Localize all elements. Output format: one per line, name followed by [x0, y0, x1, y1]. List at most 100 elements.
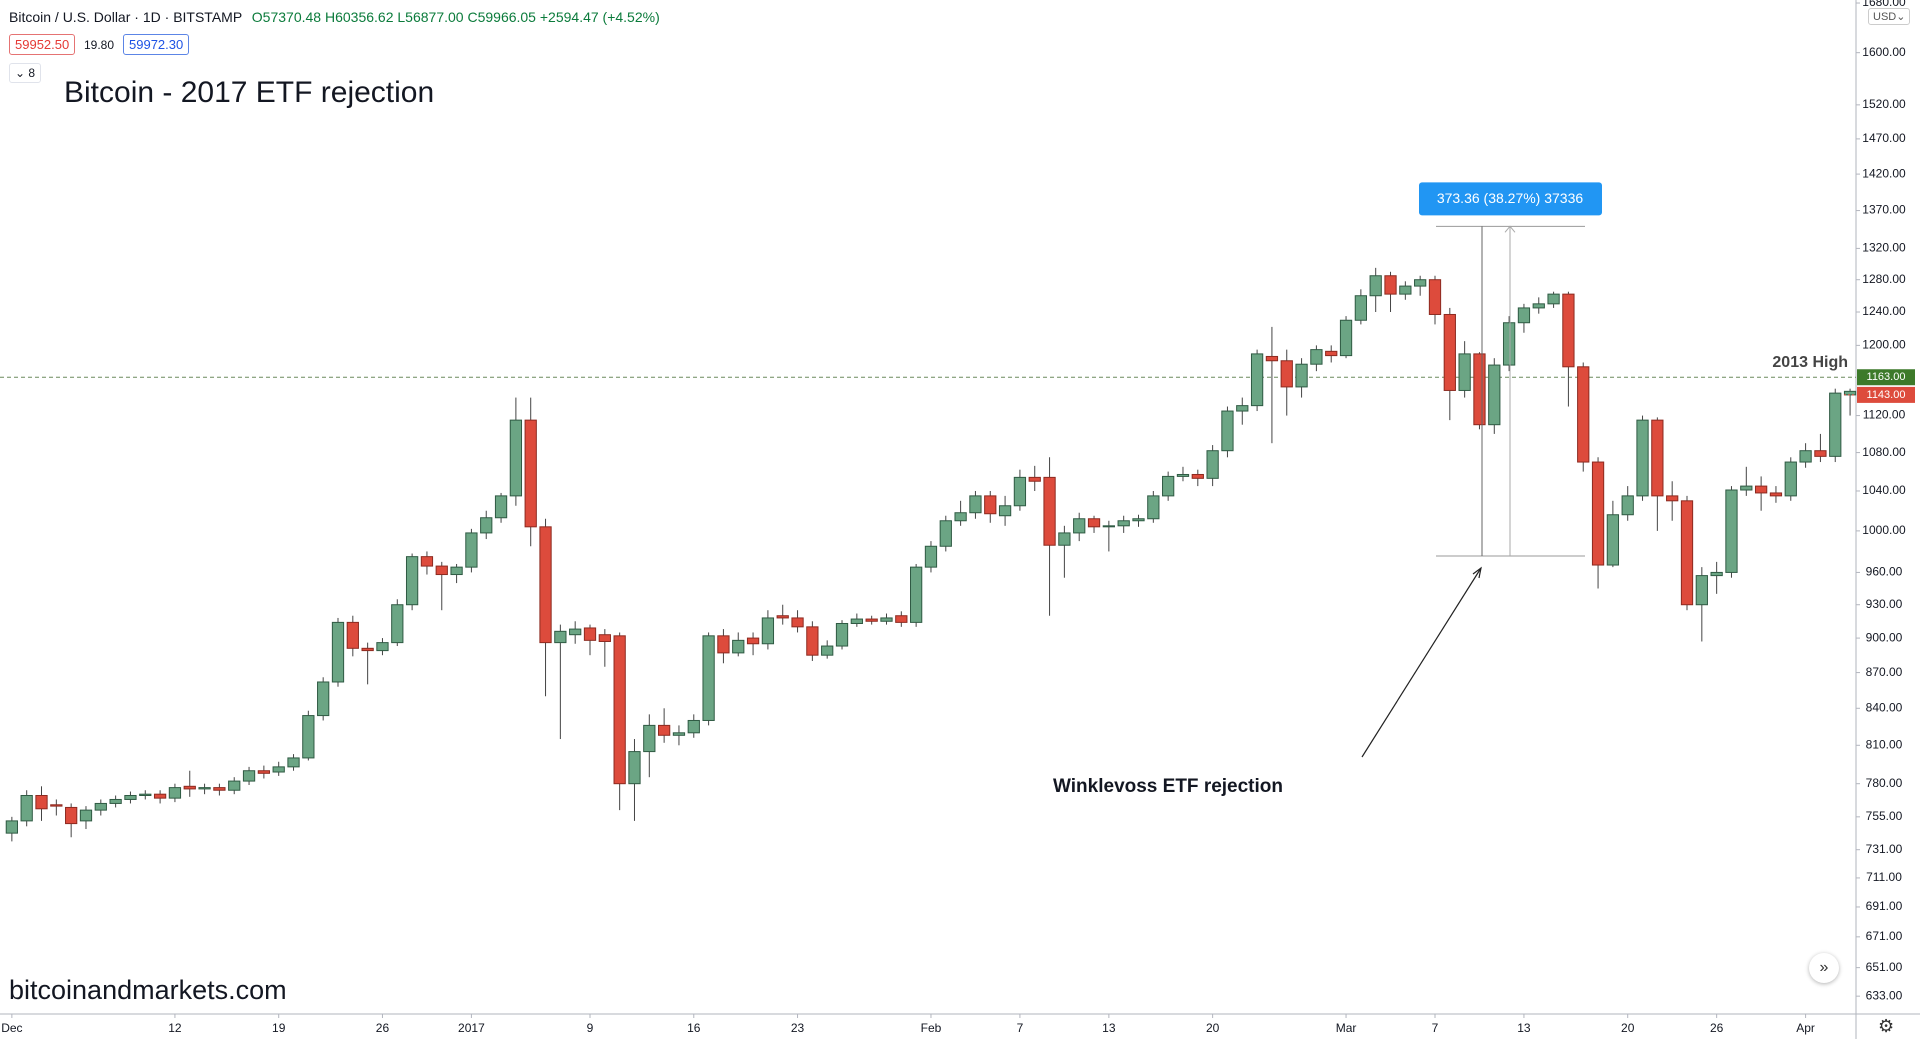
candle-body: [450, 566, 463, 576]
candle-body: [331, 621, 345, 683]
x-tick-label: 9: [587, 1021, 594, 1035]
symbol[interactable]: Bitcoin / U.S. Dollar: [9, 9, 131, 25]
candle-body: [242, 770, 256, 782]
candle-body: [1162, 475, 1175, 497]
candle-body: [272, 766, 285, 773]
candle-body: [168, 787, 182, 799]
candle-body: [376, 642, 389, 652]
candle-body: [554, 630, 567, 644]
candle-body: [79, 809, 93, 822]
y-tick-label: 1600.00: [1862, 45, 1906, 59]
candle-body: [50, 804, 63, 807]
candle-body: [1369, 275, 1382, 297]
candle-body: [924, 545, 938, 568]
candle-body: [1087, 518, 1101, 528]
candle-body: [1458, 353, 1471, 391]
y-tick-label: 1200.00: [1862, 338, 1906, 352]
x-tick-label: 20: [1621, 1021, 1635, 1035]
candle-body: [1280, 360, 1293, 388]
candle-body: [984, 495, 997, 515]
y-tick-label: 1420.00: [1862, 166, 1906, 180]
settings-button[interactable]: ⚙: [1878, 1016, 1895, 1036]
y-tick-label: 1240.00: [1862, 304, 1906, 318]
candle-body: [1562, 293, 1575, 368]
candle-body: [1517, 307, 1531, 324]
y-tick-label: 1320.00: [1862, 241, 1906, 255]
y-tick-label: 1370.00: [1862, 203, 1906, 217]
candle-body: [35, 794, 48, 810]
candle-body: [465, 532, 478, 568]
x-tick-label: 12: [168, 1021, 182, 1035]
x-tick-label: 7: [1017, 1021, 1024, 1035]
candle-body: [361, 647, 374, 652]
candle-body: [1013, 476, 1027, 507]
level-label: 2013 High: [1772, 354, 1848, 371]
candle-body: [1117, 520, 1130, 527]
candle-body: [880, 617, 893, 622]
candle-body: [1236, 405, 1249, 412]
candle-body: [1695, 575, 1708, 606]
x-tick-label: Dec: [1, 1021, 22, 1035]
candle-body: [1799, 450, 1812, 463]
candle-body: [806, 626, 819, 656]
y-tick-label: 1470.00: [1862, 131, 1906, 145]
candle-body: [1325, 350, 1338, 357]
candle-body: [198, 787, 211, 790]
x-tick-label: Mar: [1336, 1021, 1357, 1035]
candle-body: [139, 793, 152, 796]
candle-body: [1710, 571, 1723, 577]
candle-body: [1621, 495, 1634, 516]
candle-body: [1502, 322, 1516, 366]
candle-body: [1132, 518, 1145, 522]
candle-body: [494, 495, 508, 519]
y-tick-label: 1680.00: [1862, 0, 1906, 9]
candle-body: [539, 526, 552, 644]
candle-body: [969, 495, 982, 514]
candle-body: [1206, 450, 1219, 479]
candle-body: [1591, 461, 1605, 566]
candle-body: [1147, 495, 1160, 520]
y-tick-label: 810.00: [1866, 737, 1903, 751]
buy-button[interactable]: 59972.30: [123, 34, 190, 55]
sell-button[interactable]: 59952.50: [9, 34, 76, 55]
candle-body: [776, 615, 789, 619]
candle-body: [1740, 485, 1753, 491]
x-tick-label: 20: [1206, 1021, 1220, 1035]
candle-body: [687, 719, 700, 734]
candle-body: [420, 556, 434, 567]
candle-body: [65, 806, 78, 825]
candle-body: [1636, 419, 1649, 497]
candle-body: [998, 505, 1012, 517]
x-tick-label: 2017: [458, 1021, 485, 1035]
candle-body: [1829, 392, 1842, 457]
scroll-to-realtime[interactable]: »: [1809, 953, 1839, 983]
x-tick-label: 13: [1102, 1021, 1116, 1035]
candle-body: [317, 681, 330, 717]
chart-title: Bitcoin - 2017 ETF rejection: [64, 76, 435, 109]
y-tick-label: 870.00: [1866, 665, 1903, 679]
candle-body: [613, 635, 626, 785]
y-tick-label: 1280.00: [1862, 272, 1906, 286]
candle-body: [1339, 319, 1353, 357]
candle-body: [1414, 279, 1427, 287]
exchange: BITSTAMP: [173, 9, 242, 25]
interval[interactable]: 1D: [142, 9, 161, 25]
candle-body: [1428, 279, 1442, 315]
y-tick-label: 651.00: [1866, 960, 1903, 974]
candle-body: [1384, 275, 1397, 295]
candle-body: [124, 794, 137, 800]
spread: 19.80: [84, 38, 115, 52]
y-tick-label: 691.00: [1866, 899, 1903, 913]
candle-body: [213, 787, 226, 791]
candle-body: [1814, 450, 1827, 457]
candle-body: [1725, 489, 1738, 573]
candle-body: [257, 770, 271, 774]
candle-body: [1043, 476, 1056, 546]
candle-body: [850, 618, 863, 624]
currency-select[interactable]: USD⌄: [1868, 8, 1911, 25]
candle-body: [1102, 525, 1115, 528]
candle-body: [1473, 353, 1486, 426]
candle-body: [569, 628, 582, 636]
indicators-toggle[interactable]: ⌄ 8: [9, 63, 42, 83]
